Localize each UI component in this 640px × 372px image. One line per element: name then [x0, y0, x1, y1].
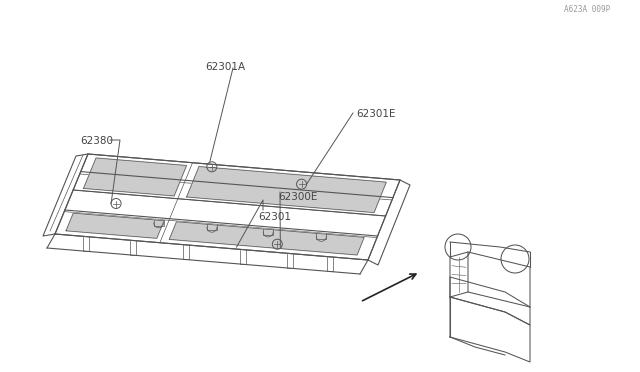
Polygon shape [83, 158, 186, 196]
Polygon shape [170, 222, 364, 255]
Text: A623A 009P: A623A 009P [564, 5, 610, 14]
Polygon shape [66, 213, 164, 238]
Polygon shape [187, 167, 386, 212]
Text: 62300E: 62300E [278, 192, 317, 202]
Text: 62380: 62380 [80, 136, 113, 146]
Text: 62301: 62301 [258, 212, 291, 222]
Text: 62301A: 62301A [205, 62, 245, 72]
Text: 62301E: 62301E [356, 109, 396, 119]
